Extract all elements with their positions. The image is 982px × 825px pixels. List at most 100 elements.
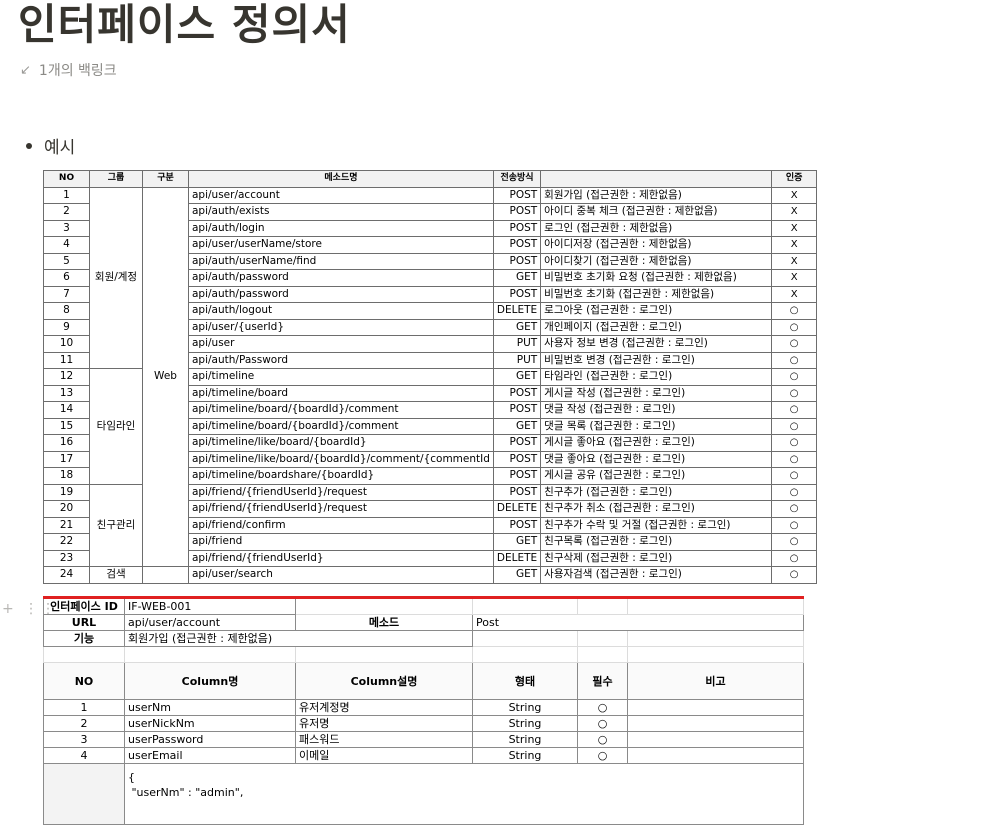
page-title: 인터페이스 정의서 [18, 0, 351, 49]
row-http-method: POST [492, 450, 542, 468]
row-auth: X [771, 186, 818, 204]
row-http-method: POST [492, 285, 542, 303]
spec-id-row: 인터페이스 ID IF-WEB-001 [43, 597, 804, 615]
api-table-row: 7 api/auth/password POST 비밀번호 초기화 (접근권한 : 제… [43, 285, 818, 303]
col-header-name: Column명 [124, 662, 296, 700]
api-table-row: 9 api/user/{userId} GET 개인페이지 (접근권한 : 로그인) ○ [43, 318, 818, 336]
row-http-method: DELETE [492, 302, 542, 320]
row-path: api/auth/logout [188, 302, 494, 320]
row-no: 14 [43, 401, 90, 419]
spec-func-label: 기능 [43, 630, 125, 647]
backlinks-link[interactable]: ↙ 1개의 백링크 [20, 60, 117, 80]
row-description: 아이디저장 (접근권한 : 제한없음) [540, 236, 773, 254]
row-description: 댓글 작성 (접근권한 : 로그인) [540, 401, 773, 419]
row-no: 5 [43, 252, 90, 270]
row-path: api/timeline/boardshare/{boardId} [188, 467, 494, 485]
spec-field-row: 2 userNickNm 유저명 String ○ [43, 715, 804, 732]
drag-handle-icon[interactable]: + ⋮⋮ [2, 601, 59, 617]
api-table-row: 24 검색 api/user/search GET 사용자검색 (접근권한 : 로그인)… [43, 566, 818, 584]
row-auth: ○ [771, 417, 818, 435]
field-no: 2 [43, 715, 125, 732]
row-no: 2 [43, 203, 90, 221]
field-desc: 유저명 [295, 715, 473, 732]
bullet-item: 예시 [26, 133, 75, 158]
bullet-text[interactable]: 예시 [44, 138, 76, 158]
row-group: 친구관리 [89, 483, 143, 567]
row-category: Web [142, 186, 189, 567]
row-auth: ○ [771, 368, 818, 386]
row-description: 게시글 좋아요 (접근권한 : 로그인) [540, 434, 773, 452]
row-auth: ○ [771, 450, 818, 468]
empty-cell [472, 630, 578, 647]
field-note [627, 747, 804, 764]
api-table-row: 13 api/timeline/board POST 게시글 작성 (접근권한 : 로… [43, 384, 818, 402]
field-type: String [472, 731, 578, 748]
row-path: api/timeline [188, 368, 494, 386]
row-auth: ○ [771, 549, 818, 567]
api-table-header-row: NO 그룹 구분 메소드명 전송방식 인증 [43, 170, 818, 188]
spec-id-label: 인터페이스 ID [43, 597, 125, 615]
spec-field-row: 3 userPassword 패스워드 String ○ [43, 731, 804, 748]
row-http-method: POST [492, 434, 542, 452]
api-table-row: 14 api/timeline/board/{boardId}/comment PO… [43, 401, 818, 419]
api-table-row: 19 친구관리 api/friend/{friendUserId}/request P… [43, 483, 818, 567]
col-header-no: NO [43, 662, 125, 700]
row-group: 타임라인 [89, 368, 143, 485]
row-http-method: GET [492, 417, 542, 435]
row-path: api/timeline/board/{boardId}/comment [188, 417, 494, 435]
row-path: api/user/account [188, 186, 494, 204]
header-group: 그룹 [89, 170, 143, 188]
row-description: 친구추가 수락 및 거절 (접근권한 : 로그인) [540, 516, 773, 534]
spec-id-value: IF-WEB-001 [124, 597, 296, 615]
spec-func-row: 기능 회원가입 (접근권한 : 제한없음) [43, 630, 804, 647]
row-no: 4 [43, 236, 90, 254]
row-auth: ○ [771, 318, 818, 336]
empty-cell [124, 646, 296, 663]
row-auth: ○ [771, 384, 818, 402]
col-header-desc: Column설명 [295, 662, 473, 700]
spec-url-row: URL api/user/account 메소드 Post [43, 614, 804, 631]
empty-cell [43, 646, 125, 663]
spec-field-row: 4 userEmail 이메일 String ○ [43, 747, 804, 764]
row-path: api/auth/userName/find [188, 252, 494, 270]
spec-json-row: { "userNm" : "admin", [43, 763, 804, 825]
json-example-cell: { "userNm" : "admin", [124, 763, 804, 825]
empty-cell [577, 597, 628, 615]
field-desc: 패스워드 [295, 731, 473, 748]
row-no: 10 [43, 335, 90, 353]
row-http-method: PUT [492, 351, 542, 369]
row-http-method: POST [492, 252, 542, 270]
json-line: { [128, 771, 135, 784]
row-no: 20 [43, 500, 90, 518]
field-name: userPassword [124, 731, 296, 748]
field-desc: 유저계정명 [295, 699, 473, 716]
header-no: NO [43, 170, 90, 188]
header-description [540, 170, 773, 188]
api-table-row: 1 회원/계정 Web api/user/account POST 회원가입 (접근권한 … [43, 186, 818, 567]
field-type: String [472, 747, 578, 764]
field-type: String [472, 699, 578, 716]
row-http-method: GET [492, 533, 542, 551]
row-description: 사용자검색 (접근권한 : 로그인) [540, 566, 773, 584]
field-no: 1 [43, 699, 125, 716]
row-auth: X [771, 252, 818, 270]
row-path: api/user [188, 335, 494, 353]
row-auth: X [771, 285, 818, 303]
row-http-method: POST [492, 186, 542, 204]
empty-cell [295, 646, 473, 663]
row-auth: X [771, 236, 818, 254]
spec-url-value: api/user/account [124, 614, 296, 631]
row-path: api/timeline/board [188, 384, 494, 402]
row-path: api/auth/Password [188, 351, 494, 369]
field-note [627, 715, 804, 732]
row-path: api/friend/{friendUserId}/request [188, 500, 494, 518]
row-no: 13 [43, 384, 90, 402]
empty-cell [627, 646, 804, 663]
row-no: 1 [43, 186, 90, 204]
row-http-method: POST [492, 483, 542, 501]
spec-method-value: Post [472, 614, 804, 631]
row-http-method: POST [492, 516, 542, 534]
interface-spec-table: 인터페이스 ID IF-WEB-001 URL api/user/account… [43, 596, 804, 825]
row-description: 개인페이지 (접근권한 : 로그인) [540, 318, 773, 336]
row-no: 19 [43, 483, 90, 501]
